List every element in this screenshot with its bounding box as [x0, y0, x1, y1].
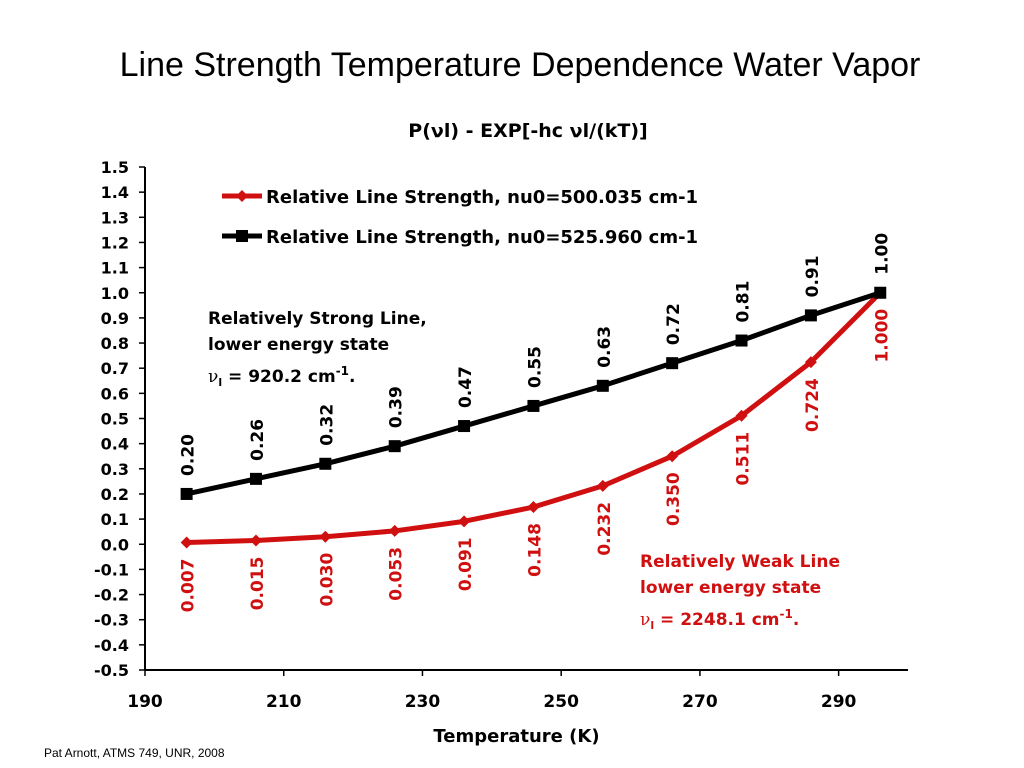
data-point — [180, 536, 193, 549]
footer-credit: Pat Arnott, ATMS 749, UNR, 2008 — [44, 746, 225, 760]
x-tick-label: 210 — [266, 692, 302, 712]
series-red-500: 0.007 0.015 0.030 0.053 0.091 0.148 0.232 0.350… — [179, 286, 892, 612]
data-point — [804, 309, 817, 322]
legend: Relative Line Strength, nu0=500.035 cm-1… — [222, 187, 698, 248]
y-tick-label: 0.7 — [101, 359, 129, 378]
y-tick-label: 0.0 — [101, 535, 129, 554]
data-label: 0.63 — [595, 326, 615, 368]
data-label: 0.47 — [456, 366, 476, 408]
data-point — [319, 530, 332, 543]
data-point — [458, 515, 471, 528]
data-point — [874, 286, 887, 299]
annotation-nu-line: νl = 920.2 cm-1. — [208, 364, 356, 389]
y-tick-label: -0.5 — [94, 661, 129, 680]
data-point — [596, 379, 609, 392]
y-tick-label: 0.5 — [101, 410, 129, 429]
annotation-text: lower energy state — [640, 578, 821, 598]
series-black-525: 0.20 0.26 0.32 0.39 0.47 0.55 0.63 0.72 0.81 0.91… — [179, 233, 892, 500]
data-point — [527, 399, 540, 412]
y-tick-label: 0.8 — [101, 334, 129, 353]
data-point — [596, 479, 609, 492]
data-point — [804, 356, 817, 369]
y-tick-label: -0.2 — [94, 586, 129, 605]
data-point — [527, 501, 540, 514]
y-tick-label: 0.1 — [101, 510, 129, 529]
x-axis-title: Temperature (K) — [433, 726, 599, 747]
y-tick-label: 1.1 — [101, 259, 129, 278]
annotation-strong-line: Relatively Strong Line, lower energy stat… — [208, 309, 427, 389]
y-tick-label: 0.9 — [101, 309, 129, 328]
data-point — [666, 357, 679, 370]
data-label: 0.015 — [248, 556, 268, 610]
data-point — [180, 487, 193, 500]
y-tick-label: -0.3 — [94, 611, 129, 630]
legend-label: Relative Line Strength, nu0=500.035 cm-1 — [266, 187, 698, 208]
data-point — [388, 524, 401, 537]
y-tick-label: 0.6 — [101, 384, 129, 403]
annotation-text: lower energy state — [208, 335, 389, 355]
subtitle-text: P(νl) - EXP[-hc νl/(kT)] — [408, 120, 648, 142]
data-label: 0.091 — [456, 537, 476, 591]
data-point — [666, 450, 679, 463]
annotation-nu-line: νl = 2248.1 cm-1. — [640, 607, 799, 632]
y-tick-label: -0.1 — [94, 560, 129, 579]
data-point — [249, 472, 262, 485]
data-label: 0.053 — [387, 547, 407, 601]
data-label: 0.232 — [595, 502, 615, 556]
y-tick-label: 1.5 — [101, 158, 129, 177]
x-tick-label: 250 — [543, 692, 579, 712]
data-label: 0.91 — [803, 255, 823, 297]
data-label: 0.81 — [734, 281, 754, 323]
x-tick-label: 270 — [682, 692, 718, 712]
data-label: 0.20 — [179, 434, 199, 476]
y-tick-label: 1.3 — [101, 208, 129, 227]
data-label: 1.00 — [872, 233, 892, 275]
legend-marker — [236, 190, 248, 202]
data-label: 0.724 — [803, 378, 823, 432]
y-tick-label: 0.2 — [101, 485, 129, 504]
data-point — [388, 440, 401, 453]
x-tick-label: 190 — [127, 692, 163, 712]
slide-title: Line Strength Temperature Dependence Wat… — [119, 46, 921, 84]
legend-marker — [236, 230, 248, 242]
x-tick-label: 290 — [821, 692, 857, 712]
data-label: 0.32 — [317, 404, 337, 446]
y-tick-label: 1.2 — [101, 233, 129, 252]
annotation-weak-line: Relatively Weak Line lower energy state νl… — [640, 552, 840, 632]
data-point — [735, 334, 748, 347]
data-point — [735, 409, 748, 422]
y-tick-label: -0.4 — [94, 636, 129, 655]
legend-label: Relative Line Strength, nu0=525.960 cm-1 — [266, 227, 698, 248]
data-label: 1.000 — [872, 309, 892, 363]
data-label: 0.39 — [387, 386, 407, 428]
data-label: 0.030 — [317, 553, 337, 607]
data-label: 0.26 — [248, 419, 268, 461]
data-label: 0.350 — [664, 472, 684, 526]
data-point — [319, 457, 332, 470]
x-tick-label: 230 — [405, 692, 441, 712]
chart-subtitle: P(νl) - EXP[-hc νl/(kT)] — [0, 120, 1024, 142]
data-label: 0.148 — [525, 523, 545, 577]
y-tick-label: 0.4 — [101, 435, 129, 454]
data-point — [249, 534, 262, 547]
data-label: 0.55 — [525, 346, 545, 388]
y-tick-label: 0.3 — [101, 460, 129, 479]
data-label: 0.007 — [179, 558, 199, 612]
annotation-text: Relatively Weak Line — [640, 552, 840, 572]
data-label: 0.72 — [664, 303, 684, 345]
annotation-text: Relatively Strong Line, — [208, 309, 427, 329]
y-tick-label: 1.4 — [101, 183, 129, 202]
data-label: 0.511 — [734, 432, 754, 486]
y-tick-label: 1.0 — [101, 284, 129, 303]
data-point — [458, 420, 471, 433]
